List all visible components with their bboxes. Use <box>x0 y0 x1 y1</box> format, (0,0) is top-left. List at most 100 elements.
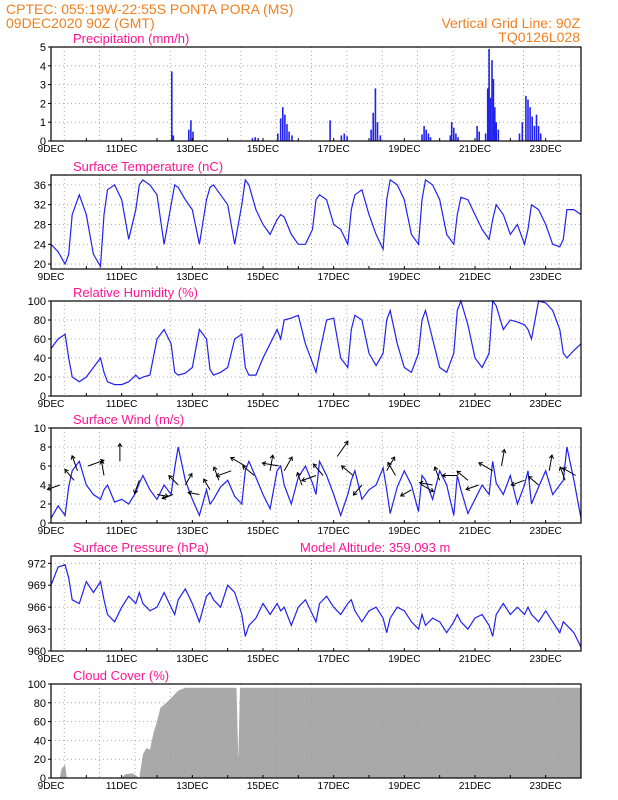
series-line <box>50 564 582 648</box>
wind-arrow-shaft <box>156 494 169 497</box>
x-tick-label: 9DEC <box>38 781 65 792</box>
wind-arrow-head <box>433 466 439 472</box>
precip-bar <box>457 137 459 141</box>
y-tick-label: 28 <box>34 219 46 231</box>
wind-arrow-shaft <box>184 473 193 486</box>
y-tick-label: 20 <box>34 754 46 766</box>
x-tick-label: 9DEC <box>38 654 65 665</box>
wind-arrow-head <box>340 465 346 470</box>
wind-arrow-head <box>64 468 69 474</box>
x-tick-label: 11DEC <box>106 144 138 155</box>
precip-bar <box>495 122 497 141</box>
precip-bar <box>376 122 379 141</box>
x-tick-label: 15DEC <box>247 399 279 410</box>
wind-arrow-head <box>390 456 396 462</box>
wind-arrow-shaft <box>336 441 349 457</box>
precip-bar <box>491 60 493 142</box>
wind-arrow-shaft <box>434 466 441 481</box>
wind-arrow-shaft <box>387 462 396 476</box>
x-tick-label: 23DEC <box>530 272 562 283</box>
wind-arrow-shaft <box>269 455 274 471</box>
precip-bar <box>453 127 455 141</box>
plot-area <box>51 556 581 651</box>
wind-arrow-head <box>187 490 193 496</box>
x-tick-label: 17DEC <box>318 526 350 537</box>
wind-arrow-head <box>527 475 533 481</box>
y-tick-label: 40 <box>34 353 46 365</box>
wind-arrow-shaft <box>262 462 279 467</box>
wind-arrow-head <box>70 454 76 460</box>
y-tick-label: 20 <box>34 259 46 271</box>
x-tick-label: 17DEC <box>318 144 350 155</box>
wind-arrow-head <box>261 461 267 467</box>
wind-arrow-shaft <box>456 470 469 481</box>
panel-title: Cloud Cover (%) <box>73 668 169 683</box>
x-tick-label: 15DEC <box>247 654 279 665</box>
x-tick-label: 13DEC <box>176 272 208 283</box>
precip-bar <box>343 133 346 141</box>
precip-bar <box>429 137 432 141</box>
y-tick-label: 20 <box>34 372 46 384</box>
precip-bar <box>531 116 533 141</box>
wind-arrow-head <box>168 475 173 480</box>
y-tick-label: 10 <box>34 423 46 435</box>
cloud-cover-area <box>51 687 581 778</box>
y-tick-label: 24 <box>34 239 46 251</box>
x-tick-label: 21DEC <box>459 144 491 155</box>
wind-arrow-shaft <box>301 475 317 482</box>
wind-arrow-shaft <box>511 479 525 486</box>
precip-bar <box>192 131 194 141</box>
y-tick-label: 0 <box>40 773 46 785</box>
precip-bar <box>171 71 173 141</box>
precip-bar <box>484 133 487 141</box>
precip-bar <box>284 114 286 141</box>
x-tick-label: 19DEC <box>388 399 420 410</box>
plot-area <box>51 175 581 269</box>
y-tick-label: 0 <box>40 136 46 148</box>
precip-bar <box>450 122 453 141</box>
series-line <box>50 178 582 269</box>
precip-bar <box>539 133 542 141</box>
panel-border <box>50 46 582 142</box>
wind-arrow-head <box>133 489 138 495</box>
x-tick-label: 11DEC <box>106 781 138 792</box>
precip-bar <box>254 137 256 141</box>
x-tick-label: 13DEC <box>176 654 208 665</box>
precip-bar <box>251 138 254 141</box>
wind-arrow-shaft <box>283 456 293 472</box>
y-tick-label: 960 <box>28 646 46 658</box>
panel-title: Surface Pressure (hPa) <box>73 540 209 555</box>
precip-bar <box>527 99 529 141</box>
precip-bar <box>533 126 536 141</box>
panel-0: 0 1 2 3 4 5 9DEC 11DEC 13DEC 15DEC 17DEC 19DEC 21DEC… <box>38 31 582 155</box>
wind-arrow-shaft <box>501 449 505 467</box>
x-tick-label: 21DEC <box>459 526 491 537</box>
x-tick-label: 17DEC <box>318 781 350 792</box>
precip-bar <box>488 48 490 141</box>
precip-bar <box>521 122 524 141</box>
header-grid-note: Vertical Grid Line: 90Z <box>441 15 580 31</box>
wind-arrow-head <box>561 467 567 472</box>
panel-border <box>50 174 582 270</box>
wind-arrow-head <box>99 459 105 465</box>
header-model-id: TQ0126L028 <box>498 29 580 45</box>
x-tick-label: 21DEC <box>459 272 491 283</box>
y-tick-label: 4 <box>40 61 46 73</box>
x-tick-label: 15DEC <box>247 144 279 155</box>
wind-arrow-shaft <box>313 463 324 476</box>
x-tick-label: 11DEC <box>106 526 138 537</box>
y-tick-label: 2 <box>40 499 46 511</box>
y-tick-label: 969 <box>28 580 46 592</box>
wind-arrow-shaft <box>216 470 232 477</box>
wind-arrow-head <box>478 462 483 467</box>
y-tick-label: 80 <box>34 315 46 327</box>
y-tick-label: 966 <box>28 602 46 614</box>
wind-arrow-head <box>344 440 349 446</box>
precip-bar <box>455 133 457 141</box>
precip-bar <box>489 97 492 141</box>
y-tick-label: 60 <box>34 717 46 729</box>
panel-title: Relative Humidity (%) <box>73 285 198 300</box>
y-tick-label: 3 <box>40 80 46 92</box>
wind-arrow-head <box>510 481 516 487</box>
